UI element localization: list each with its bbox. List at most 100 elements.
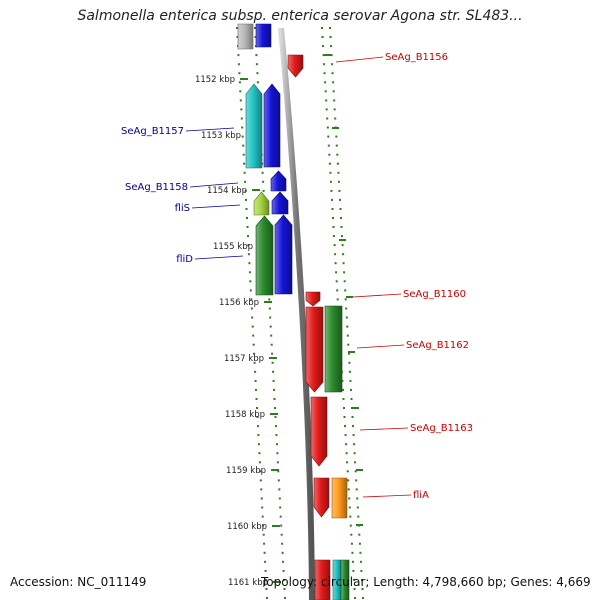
inner-left-dotted-track — [253, 352, 256, 355]
inner-left-dotted-track — [239, 90, 242, 93]
outer-right-dotted-track — [338, 189, 341, 192]
inner-left-dotted-track — [265, 588, 268, 590]
outer-right-dotted-track — [358, 533, 361, 536]
inner-left-dotted-track — [238, 81, 241, 84]
gene-seag-b1160 — [305, 291, 321, 307]
outer-left-dotted-track — [346, 470, 349, 473]
minus-label-leader — [194, 255, 244, 260]
outer-right-dotted-track — [352, 434, 355, 437]
inner-right-dotted-track — [273, 388, 275, 391]
outer-left-dotted-track — [333, 244, 336, 247]
outer-left-dotted-track — [343, 416, 346, 418]
outer-right-dotted-track — [347, 352, 350, 355]
inner-left-dotted-track — [264, 569, 267, 572]
ruler-tick — [240, 78, 248, 80]
outer-right-dotted-track — [337, 180, 340, 183]
outer-right-dotted-track — [331, 63, 334, 66]
inner-left-dotted-track — [256, 416, 259, 418]
inner-right-dotted-track — [276, 452, 279, 455]
ruler-label: 1158 kbp — [225, 410, 265, 420]
outer-right-dotted-track — [331, 72, 334, 75]
inner-right-dotted-track — [275, 425, 277, 428]
gene-flis — [253, 191, 270, 216]
inner-left-dotted-track — [258, 452, 261, 455]
outer-left-dotted-track — [334, 262, 337, 265]
outer-left-dotted-track — [325, 108, 328, 111]
inner-right-dotted-track — [269, 325, 272, 328]
inner-right-dotted-track — [262, 180, 265, 183]
outer-right-dotted-track — [356, 497, 359, 500]
plus-label-leader — [359, 427, 409, 431]
inner-left-dotted-track — [263, 551, 266, 554]
outer-left-dotted-track — [334, 253, 337, 256]
gene-blue-4 — [274, 214, 293, 295]
gene-top-blue — [255, 23, 272, 48]
outer-left-dotted-track — [345, 452, 348, 455]
gene-bottom-red — [314, 559, 331, 600]
outer-left-dotted-track — [335, 280, 338, 283]
outer-left-dotted-track — [336, 298, 339, 301]
outer-ruler-tick — [356, 469, 363, 471]
outer-right-dotted-track — [353, 443, 356, 446]
outer-right-dotted-track — [355, 479, 358, 482]
inner-left-dotted-track — [242, 153, 245, 156]
plus-label: SeAg_B1156 — [385, 52, 448, 63]
inner-left-dotted-track — [240, 117, 243, 120]
inner-right-dotted-track — [272, 379, 275, 382]
ruler-label: 1155 kbp — [213, 242, 253, 252]
outer-left-dotted-track — [344, 425, 346, 428]
inner-left-dotted-track — [238, 72, 241, 75]
inner-right-dotted-track — [261, 171, 264, 174]
inner-left-dotted-track — [242, 144, 245, 147]
inner-right-dotted-track — [274, 407, 276, 409]
inner-right-dotted-track — [279, 506, 282, 509]
inner-left-dotted-track — [260, 488, 263, 491]
ruler-label: 1161 kbp — [228, 578, 268, 588]
inner-left-dotted-track — [236, 27, 238, 29]
outer-left-dotted-track — [350, 533, 353, 536]
inner-right-dotted-track — [270, 343, 273, 346]
inner-right-dotted-track — [262, 189, 265, 192]
inner-left-dotted-track — [250, 307, 253, 310]
outer-left-dotted-track — [323, 72, 326, 75]
outer-right-dotted-track — [359, 560, 362, 563]
outer-left-dotted-track — [347, 479, 350, 482]
inner-right-dotted-track — [255, 54, 258, 57]
outer-left-dotted-track — [348, 506, 351, 509]
genome-title: Salmonella enterica subsp. enterica sero… — [77, 8, 523, 24]
outer-right-dotted-track — [343, 271, 346, 274]
inner-right-dotted-track — [271, 361, 274, 364]
outer-right-dotted-track — [354, 470, 357, 473]
inner-left-dotted-track — [265, 578, 267, 581]
outer-left-dotted-track — [326, 126, 329, 129]
plus-label: SeAg_B1160 — [403, 289, 466, 300]
outer-left-dotted-track — [346, 461, 349, 464]
plus-label-leader — [362, 494, 412, 498]
ruler-label: 1159 kbp — [226, 466, 266, 476]
inner-left-dotted-track — [244, 189, 247, 192]
inner-left-dotted-track — [252, 334, 255, 337]
inner-left-dotted-track — [251, 325, 254, 328]
inner-left-dotted-track — [247, 235, 249, 238]
inner-left-dotted-track — [257, 425, 259, 428]
outer-right-dotted-track — [346, 334, 349, 337]
inner-left-dotted-track — [264, 560, 267, 563]
inner-right-dotted-track — [278, 488, 281, 491]
outer-left-dotted-track — [329, 180, 332, 183]
outer-left-dotted-track — [323, 63, 326, 66]
gene-seag-b1162 — [305, 306, 324, 393]
ruler-tick — [271, 469, 279, 471]
outer-left-dotted-track — [321, 36, 324, 38]
inner-right-dotted-track — [284, 597, 286, 599]
minus-label-leader — [191, 204, 241, 209]
gene-seag-b1157 — [245, 83, 263, 169]
outer-ruler-tick — [339, 239, 346, 241]
outer-left-dotted-track — [328, 153, 331, 156]
outer-left-dotted-track — [335, 271, 338, 274]
outer-right-dotted-track — [339, 198, 341, 201]
gene-bottom-cyan — [332, 559, 342, 600]
minus-label: fliS — [175, 203, 190, 214]
outer-right-dotted-track — [347, 343, 350, 346]
outer-right-dotted-track — [330, 54, 333, 57]
